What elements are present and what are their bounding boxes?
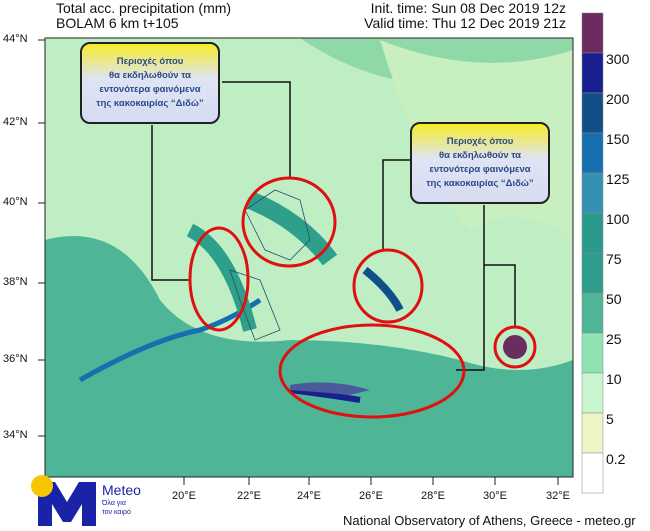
lon-tick: 32°E <box>546 490 570 502</box>
lat-tick: 36°N <box>3 353 28 365</box>
colorbar-swatch <box>581 372 604 414</box>
footer-credit: National Observatory of Athens, Greece -… <box>343 513 636 528</box>
colorbar-swatch <box>581 52 604 94</box>
init-time: Init. time: Sun 08 Dec 2019 12z <box>370 0 566 16</box>
lat-tick: 34°N <box>3 429 28 441</box>
callout-line: εντονότερα φαινόμενα <box>429 164 531 175</box>
sea-precip-zone <box>45 236 573 477</box>
logo-name: Meteo <box>102 482 141 498</box>
lon-tick: 24°E <box>297 490 321 502</box>
lat-tick: 40°N <box>3 196 28 208</box>
colorbar-label: 150 <box>606 131 630 147</box>
lon-tick: 28°E <box>421 490 445 502</box>
highlight-ellipses <box>188 176 537 419</box>
callout-box-east: Περιοχές όπου θα εκδηλωθούν τα εντονότερ… <box>410 122 550 204</box>
callout-line: Περιοχές όπου <box>116 56 184 67</box>
highlight-crete <box>278 323 466 419</box>
lat-tick: 38°N <box>3 276 28 288</box>
colorbar-swatch <box>581 332 604 374</box>
colorbar-label: 125 <box>606 171 630 187</box>
meteo-m-icon <box>31 475 96 526</box>
callout-line: θα εκδηλωθούν τα <box>438 150 522 161</box>
callout-line: εντονότερα φαινόμενα <box>99 84 201 95</box>
colorbar-label: 5 <box>606 411 614 427</box>
colorbar <box>581 12 604 494</box>
colorbar-label: 100 <box>606 211 630 227</box>
highlight-aegean-islands <box>352 248 424 324</box>
colorbar-swatch <box>581 172 604 214</box>
colorbar-label: 75 <box>606 251 622 267</box>
logo-tagline: Όλα για <box>102 500 126 507</box>
colorbar-swatch <box>581 292 604 334</box>
lon-tick: 20°E <box>172 490 196 502</box>
colorbar-label: 10 <box>606 371 622 387</box>
colorbar-label: 25 <box>606 331 622 347</box>
lat-tick: 44°N <box>3 33 28 45</box>
lat-tick: 42°N <box>3 116 28 128</box>
callout-line: της κακοκαιρίας “Διδώ” <box>426 178 534 189</box>
lon-tick: 22°E <box>237 490 261 502</box>
model-label: BOLAM 6 km t+105 <box>56 15 179 31</box>
colorbar-label: 300 <box>606 51 630 67</box>
axis-ticks <box>38 39 559 485</box>
colorbar-label: 0.2 <box>606 451 626 467</box>
callout-box-west: Περιοχές όπου θα εκδηλωθούν τα εντονότερ… <box>80 42 220 124</box>
title: Total acc. precipitation (mm) <box>56 0 232 16</box>
meteo-logo: Meteo Όλα για τον καιρό <box>30 474 160 526</box>
highlight-thessaly <box>241 176 337 268</box>
callout-line: της κακοκαιρίας “Διδώ” <box>96 98 204 109</box>
colorbar-label: 200 <box>606 91 630 107</box>
colorbar-swatch <box>581 212 604 254</box>
colorbar-swatch <box>581 252 604 294</box>
highlight-cyprus <box>493 325 537 369</box>
callout-line: Περιοχές όπου <box>446 136 514 147</box>
lon-tick: 30°E <box>483 490 507 502</box>
colorbar-label: 50 <box>606 291 622 307</box>
colorbar-swatch <box>581 92 604 134</box>
lon-tick: 26°E <box>359 490 383 502</box>
highlight-ionian <box>188 226 250 332</box>
greece-coastline <box>229 189 311 341</box>
colorbar-swatch <box>581 452 604 494</box>
callout-line: θα εκδηλωθούν τα <box>108 70 192 81</box>
valid-time: Valid time: Thu 12 Dec 2019 21z <box>364 15 566 31</box>
colorbar-swatch <box>581 412 604 454</box>
crete <box>290 382 370 395</box>
colorbar-swatch <box>581 132 604 174</box>
logo-tagline: τον καιρό <box>102 509 131 516</box>
colorbar-swatch <box>581 12 604 54</box>
